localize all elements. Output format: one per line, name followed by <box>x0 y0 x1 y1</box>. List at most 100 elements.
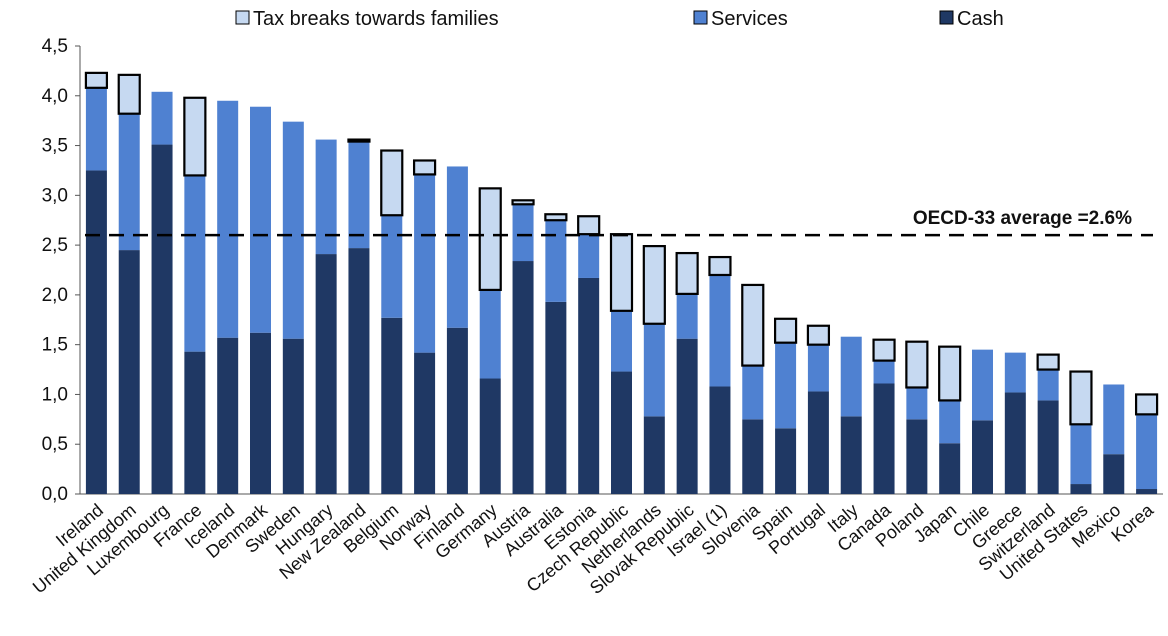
bar-services-chile <box>972 349 993 421</box>
bar-tax-breaks-towards-families-ireland <box>84 71 109 89</box>
legend-label: Cash <box>957 8 1004 30</box>
bar-cash-luxembourg <box>151 144 173 494</box>
bar-services-austria <box>512 204 534 262</box>
bar-services-estonia <box>578 234 600 278</box>
bar-cash-portugal <box>807 391 829 494</box>
bar-cash-iceland <box>217 337 239 494</box>
y-tick-label: 4,0 <box>42 86 68 107</box>
bar-tax-breaks-towards-families-new-zealand <box>347 138 371 143</box>
y-tick-label: 4,5 <box>42 36 68 57</box>
bar-tax-breaks-towards-families-switzerland <box>1036 353 1060 371</box>
bar-services-finland <box>446 166 468 328</box>
bar-cash-finland <box>446 327 468 494</box>
bar-cash-israel-1- <box>709 386 731 494</box>
bar-cash-estonia <box>578 277 600 494</box>
bar-cash-greece <box>1004 392 1026 494</box>
bar-services-united-states <box>1070 424 1092 485</box>
y-tick-label: 0,0 <box>42 484 68 505</box>
bar-cash-japan <box>939 443 961 494</box>
bar-services-italy <box>840 336 862 417</box>
legend: Tax breaks towards families Services Cash <box>235 8 1004 30</box>
bar-services-korea <box>1136 414 1158 490</box>
y-tick-label: 3,0 <box>42 185 68 206</box>
bar-services-iceland <box>217 100 239 338</box>
bar-cash-italy <box>840 416 862 494</box>
bar-services-czech-republic <box>611 310 632 372</box>
bar-tax-breaks-towards-families-france <box>183 96 207 177</box>
bar-services-ireland <box>85 87 107 171</box>
bar-tax-breaks-towards-families-japan <box>938 345 962 402</box>
bar-tax-breaks-towards-families-united-kingdom <box>117 73 141 115</box>
y-tick-label: 1,0 <box>42 384 68 405</box>
bar-tax-breaks-towards-families-portugal <box>806 324 831 346</box>
bar-cash-united-kingdom <box>118 250 140 494</box>
bar-services-mexico <box>1103 384 1125 455</box>
bar-services-netherlands <box>643 323 665 417</box>
bars <box>84 71 1159 494</box>
legend-swatch <box>693 10 708 25</box>
bar-cash-poland <box>906 419 928 494</box>
bar-cash-czech-republic <box>611 371 632 494</box>
bar-cash-hungary <box>315 254 337 494</box>
bar-tax-breaks-towards-families-slovak-republic <box>675 251 699 295</box>
bar-services-france <box>184 175 206 352</box>
bar-services-australia <box>545 220 567 302</box>
bar-tax-breaks-towards-families-canada <box>872 338 896 362</box>
y-tick-label: 0,5 <box>42 434 68 455</box>
bar-services-switzerland <box>1037 369 1059 401</box>
bar-services-slovak-republic <box>676 293 698 339</box>
bar-cash-austria <box>512 261 534 494</box>
bar-services-new-zealand <box>348 141 370 249</box>
bar-tax-breaks-towards-families-germany <box>478 187 502 292</box>
bar-tax-breaks-towards-families-spain <box>773 317 798 344</box>
bar-services-norway <box>414 174 436 353</box>
bar-services-germany <box>479 289 501 379</box>
y-tick-label: 1,5 <box>42 335 68 356</box>
bar-tax-breaks-towards-families-slovenia <box>741 283 765 367</box>
y-tick-label: 3,5 <box>42 136 68 157</box>
bar-cash-norway <box>414 352 436 494</box>
bar-tax-breaks-towards-families-estonia <box>577 215 601 236</box>
bar-services-denmark <box>250 106 271 333</box>
bar-cash-canada <box>873 383 895 494</box>
bar-services-japan <box>939 400 961 444</box>
legend-swatch <box>235 10 250 25</box>
y-axis: 0,0 0,5 1,0 1,5 2,0 2,5 3,0 3,5 4,0 4,5 <box>42 36 1163 505</box>
bar-cash-korea <box>1136 489 1158 494</box>
bar-services-greece <box>1004 352 1026 393</box>
bar-tax-breaks-towards-families-korea <box>1134 393 1159 416</box>
legend-label: Services <box>711 8 788 30</box>
bar-cash-sweden <box>282 338 304 494</box>
bar-tax-breaks-towards-families-netherlands <box>642 245 666 325</box>
bar-services-sweden <box>282 121 304 339</box>
bar-services-hungary <box>315 139 337 255</box>
bar-services-israel-1- <box>709 274 731 387</box>
bar-services-canada <box>873 360 895 384</box>
bar-cash-spain <box>775 428 797 494</box>
bar-tax-breaks-towards-families-poland <box>905 340 929 389</box>
bar-cash-ireland <box>85 170 107 494</box>
bar-services-poland <box>906 387 928 420</box>
bar-services-slovenia <box>742 365 764 420</box>
bar-cash-slovenia <box>742 419 764 494</box>
bar-cash-france <box>184 351 206 494</box>
bar-services-portugal <box>807 344 829 392</box>
reference-line-group: OECD-33 average =2.6% <box>85 208 1153 237</box>
bar-services-united-kingdom <box>118 113 140 251</box>
bar-cash-new-zealand <box>348 248 370 494</box>
legend-label: Tax breaks towards families <box>253 8 499 30</box>
bar-cash-australia <box>545 301 567 494</box>
bar-services-luxembourg <box>151 91 173 145</box>
legend-swatch <box>939 10 954 25</box>
bar-services-spain <box>775 342 797 429</box>
bar-cash-germany <box>479 378 501 494</box>
bar-cash-slovak-republic <box>676 338 698 494</box>
bar-tax-breaks-towards-families-israel-1- <box>708 255 732 277</box>
bar-tax-breaks-towards-families-norway <box>412 159 437 176</box>
bar-cash-mexico <box>1103 454 1125 494</box>
bar-cash-netherlands <box>643 416 665 494</box>
bar-cash-denmark <box>250 332 271 494</box>
bar-cash-switzerland <box>1037 400 1059 494</box>
bar-tax-breaks-towards-families-australia <box>544 213 568 222</box>
